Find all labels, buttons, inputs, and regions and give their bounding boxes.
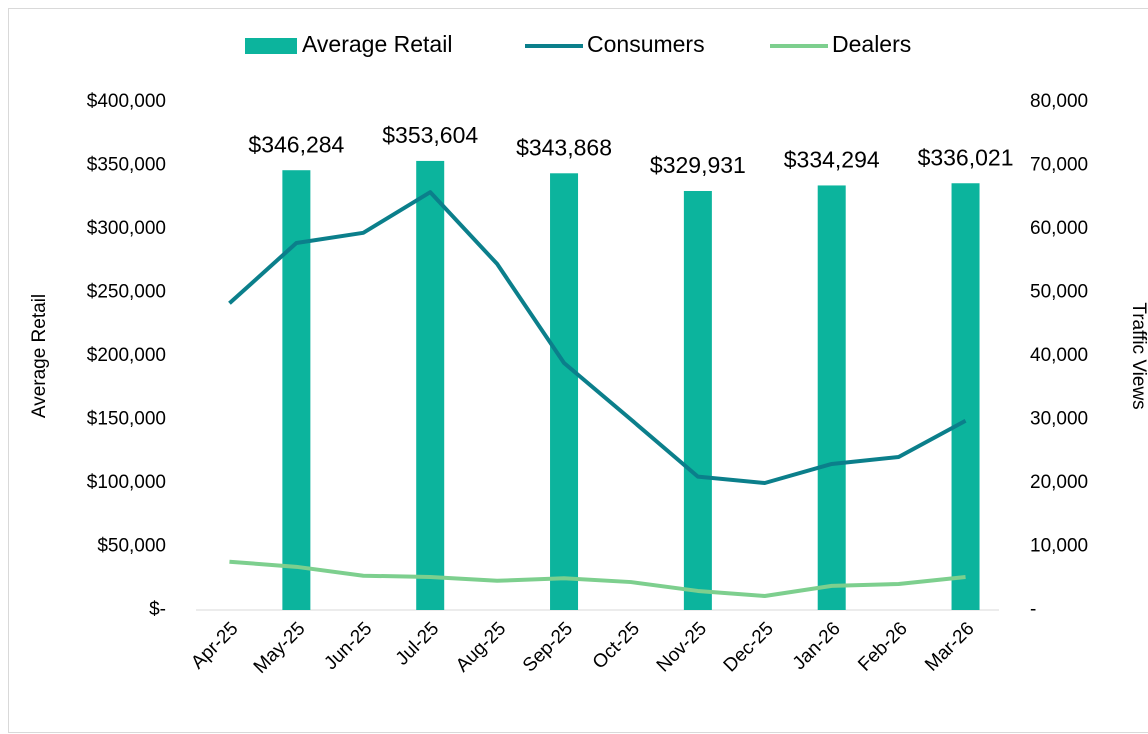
y-tick-label: $300,000 [87,218,166,239]
x-tick-label: Dec-25 [720,618,778,676]
y-tick-label: $400,000 [87,91,166,112]
line-series [228,190,967,485]
bar [817,185,846,610]
x-tick-label: Nov-25 [653,618,711,676]
y-tick-label: $350,000 [87,155,166,176]
x-tick-label: Jul-25 [392,618,443,669]
y2-tick-label: 20,000 [1030,472,1088,493]
y-tick-label: $- [149,599,166,620]
legend-label: Consumers [587,31,705,57]
y-tick-label: $100,000 [87,472,166,493]
value-label: $343,868 [516,134,612,160]
y-tick-label: $150,000 [87,409,166,430]
legend-swatch [245,38,297,54]
x-tick-label: Oct-25 [589,618,644,673]
bar [951,183,980,610]
y-tick-label: $50,000 [97,536,166,557]
value-label: $336,021 [918,144,1014,170]
bar [416,160,445,610]
x-tick-label: Mar-26 [921,618,978,675]
y2-tick-label: 10,000 [1030,536,1088,557]
y2-tick-label: 30,000 [1030,409,1088,430]
line-series [229,559,966,599]
y2-tick-label: 60,000 [1030,218,1088,239]
x-tick-label: Sep-25 [519,618,577,676]
x-tick-label: Jun-25 [320,618,376,674]
x-tick-label: Apr-25 [187,618,242,673]
y-axis-title: Average Retail [29,294,50,418]
y-tick-label: $200,000 [87,345,166,366]
y-tick-label: $250,000 [87,282,166,303]
x-tick-label: May-25 [250,618,310,678]
value-label: $329,931 [650,152,746,178]
bar [282,170,311,611]
y2-tick-label: - [1030,599,1036,620]
chart-frame [8,8,1148,733]
y2-tick-label: 50,000 [1030,282,1088,303]
legend-label: Dealers [832,31,911,57]
x-tick-label: Jan-26 [789,618,845,674]
y2-axis-title: Traffic Views [1128,302,1148,409]
value-label: $334,294 [784,147,880,173]
value-label: $353,604 [382,122,478,148]
bar [683,190,712,611]
value-label: $346,284 [248,131,344,157]
y2-tick-label: 80,000 [1030,91,1088,112]
legend-label: Average Retail [302,31,452,57]
x-tick-label: Feb-26 [854,618,911,675]
bar [550,173,579,610]
y2-tick-label: 70,000 [1030,155,1088,176]
x-tick-label: Aug-25 [452,618,510,676]
y2-tick-label: 40,000 [1030,345,1088,366]
